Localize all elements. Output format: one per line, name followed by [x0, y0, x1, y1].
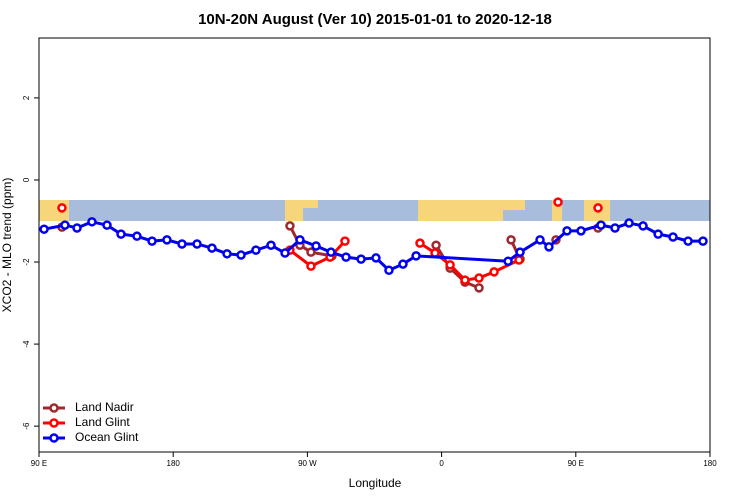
point	[116, 229, 126, 239]
legend-marker	[49, 418, 59, 428]
x-tick-label: 180	[167, 459, 181, 468]
point	[553, 197, 563, 207]
point	[653, 229, 663, 239]
point	[72, 223, 82, 233]
point	[384, 265, 394, 275]
y-axis-label: XCO2 - MLO trend (ppm)	[0, 178, 14, 313]
point	[506, 235, 516, 245]
legend-marker	[49, 403, 59, 413]
x-tick-label: 180	[703, 459, 717, 468]
point	[668, 232, 678, 242]
point	[306, 261, 316, 271]
point	[514, 255, 524, 265]
point	[474, 283, 484, 293]
point	[460, 275, 470, 285]
point	[398, 259, 408, 269]
x-axis-label: Longitude	[349, 476, 402, 490]
point	[57, 203, 67, 213]
legend-label: Land Glint	[75, 415, 130, 429]
point	[544, 242, 554, 252]
point	[610, 223, 620, 233]
point	[192, 239, 202, 249]
point	[515, 247, 525, 257]
x-tick-label: 90 E	[568, 459, 584, 468]
land	[303, 200, 318, 208]
y-tick-label: 2	[22, 95, 31, 100]
point	[280, 248, 290, 258]
point	[285, 221, 295, 231]
ocean-band	[39, 200, 710, 221]
point	[295, 235, 305, 245]
y-tick-label: -4	[22, 340, 31, 348]
point	[251, 245, 261, 255]
point	[236, 250, 246, 260]
point	[503, 256, 513, 266]
point	[596, 220, 606, 230]
point	[431, 240, 441, 250]
land	[503, 200, 525, 210]
point	[326, 247, 336, 257]
point	[562, 226, 572, 236]
point	[371, 253, 381, 263]
series-line	[43, 220, 703, 273]
y-tick-label: 0	[22, 177, 31, 182]
point	[207, 243, 217, 253]
point	[474, 273, 484, 283]
land	[552, 200, 562, 221]
point	[306, 247, 316, 257]
point	[162, 235, 172, 245]
x-tick-label: 90 W	[298, 459, 317, 468]
point	[576, 226, 586, 236]
point	[489, 267, 499, 277]
legend-marker	[49, 433, 59, 443]
plot-frame	[38, 37, 711, 453]
point	[638, 221, 648, 231]
x-tick-label: 90 E	[31, 459, 47, 468]
point	[535, 235, 545, 245]
land	[285, 200, 303, 221]
y-tick-label: -6	[22, 422, 31, 430]
point	[415, 238, 425, 248]
point	[341, 252, 351, 262]
point	[683, 236, 693, 246]
point	[147, 236, 157, 246]
point	[39, 224, 49, 234]
point	[593, 203, 603, 213]
point	[222, 249, 232, 259]
legend-label: Ocean Glint	[75, 430, 139, 444]
point	[177, 239, 187, 249]
point	[624, 218, 634, 228]
point	[266, 240, 276, 250]
point	[356, 254, 366, 264]
point	[698, 236, 708, 246]
point	[102, 220, 112, 230]
point	[340, 236, 350, 246]
x-tick-label: 0	[439, 459, 444, 468]
map-strip	[39, 200, 710, 221]
chart-title: 10N-20N August (Ver 10) 2015-01-01 to 20…	[198, 11, 552, 28]
point	[132, 231, 142, 241]
point	[87, 217, 97, 227]
point	[445, 260, 455, 270]
point	[60, 220, 70, 230]
point	[311, 241, 321, 251]
land	[418, 200, 503, 221]
point	[411, 251, 421, 261]
legend-label: Land Nadir	[75, 400, 134, 414]
y-tick-label: -2	[22, 258, 31, 266]
